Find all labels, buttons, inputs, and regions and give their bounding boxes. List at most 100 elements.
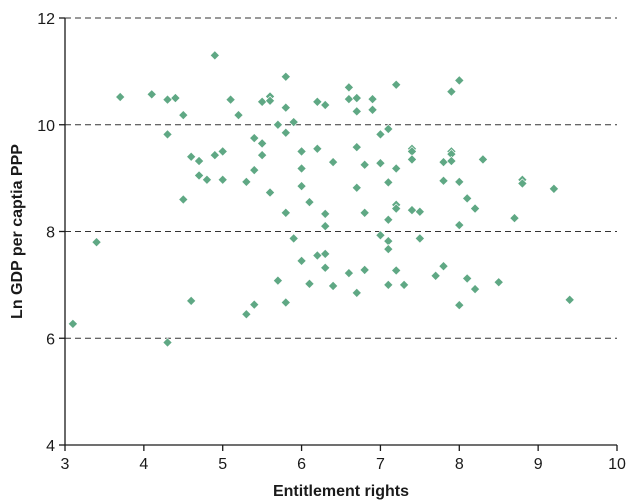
- data-point-0-112: [548, 183, 559, 194]
- data-point-0-30: [265, 95, 276, 106]
- data-point-0-39: [288, 117, 299, 128]
- y-tick-label-10: 10: [37, 118, 55, 135]
- data-point-0-90: [414, 233, 425, 244]
- data-point-0-25: [249, 299, 260, 310]
- data-point-0-12: [194, 156, 205, 167]
- data-point-0-102: [454, 300, 465, 311]
- data-point-0-58: [343, 94, 354, 105]
- data-point-0-80: [391, 163, 402, 174]
- data-point-0-37: [280, 207, 291, 218]
- x-tick-label-3: 3: [61, 456, 70, 473]
- data-point-0-32: [272, 119, 283, 130]
- data-point-0-73: [383, 123, 394, 135]
- data-point-0-56: [328, 280, 339, 291]
- x-tick-label-9: 9: [534, 456, 543, 473]
- data-point-0-95: [446, 86, 457, 97]
- data-point-0-64: [351, 287, 362, 298]
- x-tick-label-4: 4: [139, 456, 148, 473]
- x-tick-label-5: 5: [218, 456, 227, 473]
- data-point-0-3: [146, 89, 157, 100]
- data-point-0-53: [320, 248, 331, 259]
- data-point-0-14: [201, 174, 212, 185]
- data-point-0-82: [391, 203, 402, 214]
- data-point-0-22: [241, 309, 252, 320]
- data-point-0-24: [249, 165, 260, 176]
- x-tick-label-8: 8: [455, 456, 464, 473]
- data-point-0-71: [375, 158, 386, 169]
- data-point-0-50: [320, 99, 331, 111]
- data-point-0-62: [351, 142, 362, 153]
- data-point-0-5: [162, 129, 173, 140]
- data-point-0-103: [462, 193, 473, 204]
- data-point-0-107: [477, 154, 488, 165]
- data-point-0-10: [186, 151, 197, 162]
- y-tick-label-12: 12: [37, 11, 55, 28]
- data-point-0-18: [217, 174, 228, 185]
- data-point-0-31: [265, 187, 276, 198]
- data-point-0-108: [493, 277, 504, 288]
- data-point-0-19: [225, 94, 236, 105]
- data-point-0-40: [288, 233, 299, 244]
- y-tick-label-6: 6: [46, 331, 55, 348]
- data-point-0-4: [162, 94, 173, 105]
- data-point-0-70: [375, 129, 386, 140]
- data-point-0-68: [367, 94, 378, 105]
- data-point-0-104: [462, 273, 473, 284]
- data-point-0-101: [454, 220, 465, 231]
- data-point-0-84: [399, 279, 410, 290]
- data-point-0-69: [367, 104, 378, 115]
- x-axis-title: Entitlement rights: [273, 483, 409, 500]
- data-point-0-7: [170, 93, 181, 104]
- data-point-0-16: [209, 150, 220, 161]
- data-point-0-1: [91, 237, 102, 248]
- data-point-0-91: [430, 270, 441, 281]
- data-point-0-65: [359, 159, 370, 170]
- gridlines: [65, 17, 617, 339]
- data-point-0-111: [517, 178, 528, 189]
- x-tick-label-10: 10: [608, 456, 626, 473]
- data-point-0-113: [564, 294, 575, 305]
- data-point-0-21: [241, 176, 252, 187]
- data-point-0-17: [217, 146, 228, 157]
- data-point-0-92: [438, 157, 449, 168]
- data-point-0-8: [178, 110, 189, 121]
- data-point-0-78: [383, 279, 394, 290]
- data-point-0-15: [209, 50, 220, 61]
- data-point-0-57: [343, 82, 354, 93]
- y-axis-title: Ln GDP per captia PPP: [9, 144, 26, 319]
- data-point-0-43: [296, 181, 307, 192]
- x-axis-ticks: 3 4 5 6 7 8 9 10: [61, 445, 626, 473]
- data-point-0-26: [257, 96, 268, 107]
- data-point-0-77: [383, 244, 394, 255]
- data-point-0-61: [351, 106, 362, 117]
- data-point-0-38: [280, 297, 291, 308]
- data-point-0-33: [272, 275, 283, 286]
- data-point-0-0: [67, 318, 78, 329]
- data-point-0-23: [249, 133, 260, 144]
- data-point-0-54: [320, 262, 331, 273]
- data-point-0-75: [383, 214, 394, 225]
- data-point-0-59: [343, 268, 354, 279]
- data-point-0-48: [312, 143, 323, 154]
- data-point-0-42: [296, 163, 307, 174]
- data-point-0-46: [304, 278, 315, 289]
- y-tick-label-8: 8: [46, 225, 55, 242]
- data-point-0-2: [115, 91, 126, 103]
- data-point-0-60: [351, 93, 362, 104]
- data-point-0-105: [470, 203, 481, 214]
- data-point-0-83: [391, 265, 402, 276]
- data-point-0-11: [186, 295, 197, 306]
- data-point-0-34: [280, 71, 291, 82]
- data-point-0-79: [391, 79, 402, 90]
- data-point-0-49: [312, 250, 323, 261]
- data-point-0-74: [383, 177, 394, 188]
- data-point-0-27: [257, 138, 268, 149]
- data-point-0-44: [296, 255, 307, 266]
- data-point-0-28: [257, 150, 268, 161]
- data-point-0-6: [162, 337, 173, 348]
- data-point-0-35: [280, 102, 291, 113]
- data-point-0-36: [280, 127, 291, 138]
- data-point-0-20: [233, 110, 244, 121]
- data-point-0-66: [359, 207, 370, 218]
